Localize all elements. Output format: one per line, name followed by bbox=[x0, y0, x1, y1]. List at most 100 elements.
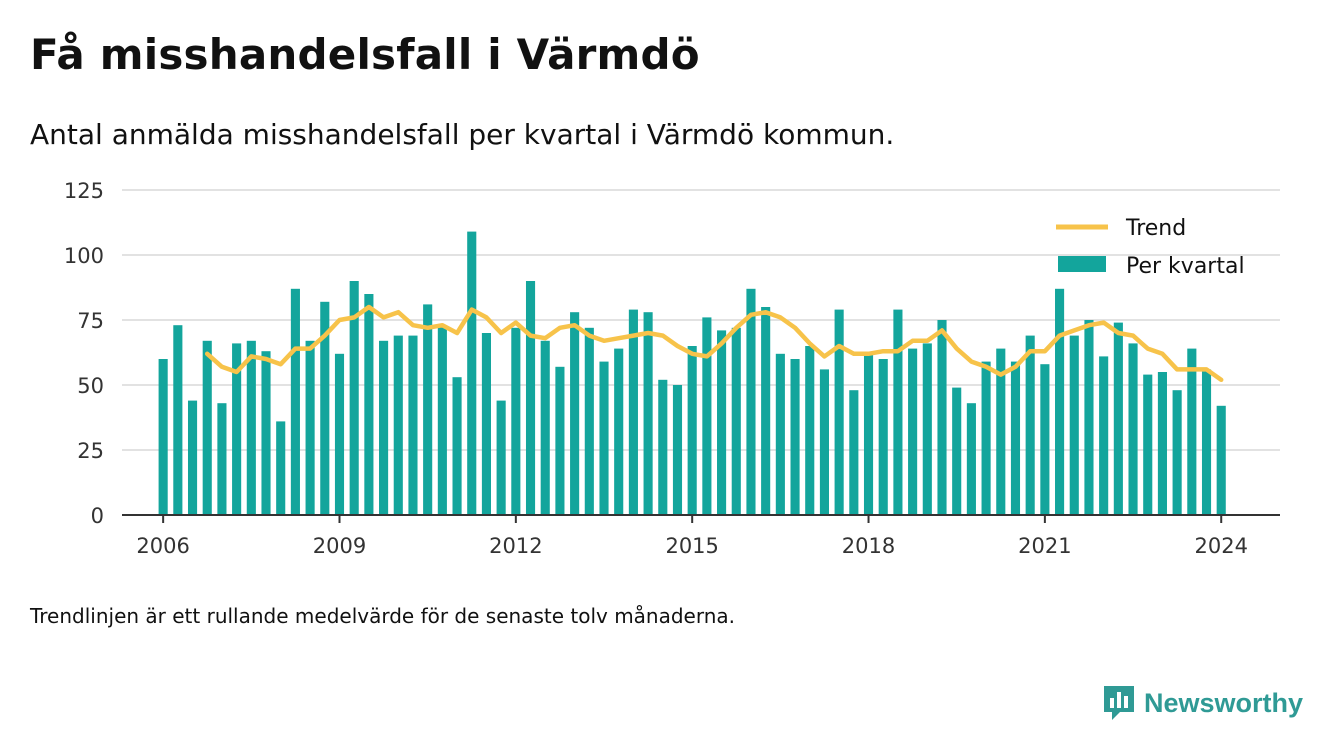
bar bbox=[834, 309, 844, 515]
bar bbox=[599, 361, 609, 515]
bar bbox=[584, 327, 594, 515]
bar bbox=[996, 348, 1006, 515]
bar bbox=[246, 340, 256, 515]
bar bbox=[1069, 335, 1079, 515]
bar bbox=[790, 359, 800, 515]
y-tick-label: 75 bbox=[77, 309, 104, 333]
bar bbox=[1099, 356, 1109, 515]
bar bbox=[570, 312, 580, 515]
bar bbox=[643, 312, 653, 515]
legend-bar-swatch bbox=[1058, 256, 1106, 272]
bar bbox=[540, 340, 550, 515]
bar bbox=[717, 330, 727, 515]
bar bbox=[1010, 361, 1021, 515]
footnote: Trendlinjen är ett rullande medelvärde f… bbox=[30, 604, 736, 628]
bar bbox=[525, 281, 536, 515]
bar bbox=[1201, 369, 1212, 515]
y-tick-label: 25 bbox=[77, 439, 104, 463]
x-tick-label: 2009 bbox=[313, 534, 366, 558]
bar bbox=[290, 288, 300, 515]
bars bbox=[158, 231, 1226, 515]
x-tick-label: 2021 bbox=[1018, 534, 1071, 558]
y-tick-label: 100 bbox=[64, 244, 104, 268]
chart-subtitle: Antal anmälda misshandelsfall per kvarta… bbox=[30, 118, 895, 151]
bar bbox=[305, 340, 315, 515]
bar bbox=[1055, 288, 1065, 515]
bar bbox=[966, 403, 976, 515]
bar bbox=[202, 340, 212, 515]
bar bbox=[937, 320, 947, 515]
x-tick-label: 2024 bbox=[1194, 534, 1247, 558]
bar bbox=[922, 343, 932, 515]
y-tick-label: 50 bbox=[77, 374, 104, 398]
bar bbox=[1143, 374, 1153, 515]
bar bbox=[555, 366, 565, 515]
bar bbox=[364, 294, 374, 515]
bar bbox=[658, 379, 668, 515]
bar bbox=[761, 307, 771, 515]
bar bbox=[1172, 390, 1182, 515]
bar bbox=[775, 353, 785, 515]
bar bbox=[893, 309, 903, 515]
bar bbox=[819, 369, 829, 515]
trend-layer bbox=[204, 304, 1224, 383]
bar bbox=[217, 403, 227, 515]
legend-bar-label: Per kvartal bbox=[1126, 254, 1245, 279]
bar bbox=[423, 304, 433, 515]
y-tick-label: 125 bbox=[64, 179, 104, 203]
bar bbox=[173, 325, 183, 515]
bar bbox=[863, 353, 874, 515]
bar bbox=[261, 351, 271, 515]
bar bbox=[232, 343, 242, 515]
bar bbox=[496, 400, 506, 515]
bar bbox=[805, 346, 815, 515]
bar bbox=[187, 400, 198, 515]
bar bbox=[1216, 405, 1226, 515]
x-tick-label: 2018 bbox=[842, 534, 895, 558]
newsworthy-logo-icon bbox=[1104, 686, 1134, 720]
bar bbox=[481, 333, 492, 515]
bar bbox=[878, 359, 888, 515]
bar bbox=[687, 346, 697, 515]
bar bbox=[408, 335, 418, 515]
bar bbox=[1128, 343, 1138, 515]
x-tick-label: 2015 bbox=[665, 534, 718, 558]
legend: Trend Per kvartal bbox=[1056, 216, 1245, 279]
bar bbox=[276, 421, 286, 515]
bar bbox=[320, 301, 330, 515]
bar bbox=[511, 327, 521, 515]
bar bbox=[746, 288, 756, 515]
bar bbox=[437, 325, 447, 515]
bar bbox=[952, 387, 962, 515]
bar bbox=[334, 353, 345, 515]
bar bbox=[452, 377, 462, 515]
bar bbox=[158, 359, 168, 515]
bar bbox=[379, 340, 389, 515]
bar bbox=[628, 309, 638, 515]
newsworthy-brand: Newsworthy bbox=[1102, 684, 1303, 722]
bar bbox=[349, 281, 359, 515]
x-tick-label: 2012 bbox=[489, 534, 542, 558]
bar bbox=[731, 327, 741, 515]
x-tick-label: 2006 bbox=[136, 534, 189, 558]
axes: 0 25 50 75 100 125 2006 2009 2012 2015 2018 2021 202… bbox=[64, 179, 1280, 558]
bar bbox=[1187, 348, 1197, 515]
bar bbox=[672, 385, 683, 515]
bar bbox=[908, 348, 918, 515]
bar bbox=[1040, 364, 1050, 515]
bar bbox=[1025, 335, 1035, 515]
chart-area: 0 25 50 75 100 125 2006 2009 2012 2015 2018 2021 202… bbox=[64, 179, 1280, 558]
trend-line bbox=[204, 304, 1224, 383]
y-tick-label: 0 bbox=[91, 504, 104, 528]
bar bbox=[614, 348, 624, 515]
brand-name: Newsworthy bbox=[1144, 687, 1304, 718]
bar bbox=[1084, 320, 1094, 515]
bar bbox=[393, 335, 403, 515]
chart-title: Få misshandelsfall i Värmdö bbox=[30, 30, 700, 79]
bar bbox=[1157, 372, 1167, 515]
bar bbox=[467, 231, 477, 515]
legend-trend-label: Trend bbox=[1125, 216, 1186, 241]
bar bbox=[1113, 322, 1123, 515]
bar bbox=[849, 390, 859, 515]
bar bbox=[702, 317, 712, 515]
